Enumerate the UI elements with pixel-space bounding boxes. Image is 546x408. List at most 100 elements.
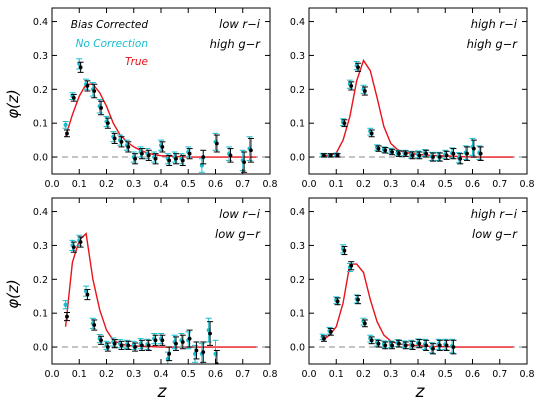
x-tick-label: 0.3 [383, 179, 398, 190]
legend-no-correction: No Correction [76, 38, 148, 50]
y-tick-label: 0.0 [290, 153, 305, 164]
bias-corrected-point [140, 343, 144, 348]
panel-1: 0.0 0.1 0.2 0.3 0.4 0.5 0.6 0.7 0.8 0.0 0.1 0.2 0.3 0… [33, 7, 278, 190]
bias-corrected-point [458, 156, 463, 161]
y-tick-label: 0.1 [290, 309, 305, 320]
bias-corrected-point [410, 153, 415, 158]
x-tick-label: 0.1 [72, 179, 87, 190]
bias-corrected-point [322, 153, 326, 158]
y-tick-label: 0.3 [290, 51, 305, 62]
bias-corrected-point [444, 343, 449, 348]
x-tick-label: 0.2 [356, 369, 371, 380]
bias-corrected-point [167, 158, 172, 163]
true-curve [322, 263, 514, 348]
panel-label-line1: low r−i [219, 17, 261, 31]
x-tick-label: 0.2 [99, 179, 114, 190]
bias-corrected-point [242, 160, 247, 165]
bias-corrected-point [208, 331, 212, 336]
bias-corrected-point [322, 336, 326, 341]
y-tick-label: 0.3 [290, 241, 305, 252]
bias-corrected-point [133, 345, 138, 349]
bias-corrected-point [99, 106, 103, 110]
bias-corrected-point [153, 156, 158, 161]
bias-corrected-point [349, 84, 354, 88]
no-correction-point [199, 163, 204, 168]
panel-label-line1: high r−i [471, 207, 518, 221]
x-tick-label: 0.4 [410, 179, 425, 190]
bias-corrected-point [174, 156, 178, 161]
y-tick-label: 0.4 [33, 207, 48, 218]
bias-corrected-point [119, 343, 124, 348]
panel-4: 0.0 0.1 0.2 0.3 0.4 0.5 0.6 0.7 0.8 0.0 0.1 0.2 0.3 0… [290, 197, 535, 380]
bias-corrected-point [403, 151, 408, 156]
bias-corrected-point [71, 245, 76, 250]
x-tick-label: 0.7 [492, 179, 507, 190]
bias-corrected-point [126, 343, 131, 348]
x-tick-label: 0.2 [99, 369, 114, 380]
bias-corrected-point [437, 343, 442, 348]
bias-corrected-point [133, 156, 138, 161]
x-tick-label: 0.3 [126, 369, 141, 380]
bias-corrected-point [356, 65, 360, 70]
x-tick-label: 0.5 [181, 179, 196, 190]
bias-corrected-point [180, 340, 185, 344]
x-tick-label: 0.0 [301, 179, 316, 190]
panel-label-line2: low g−r [472, 227, 518, 241]
bias-corrected-point [112, 341, 117, 346]
x-axis-label-left: z [157, 382, 168, 402]
x-tick-label: 0.1 [329, 369, 344, 380]
true-curve [322, 58, 514, 158]
bias-corrected-point [437, 155, 442, 159]
x-tick-label: 0.3 [126, 179, 141, 190]
bias-corrected-point [99, 338, 103, 343]
y-tick-label: 0.0 [33, 153, 48, 164]
y-tick-label: 0.2 [290, 275, 305, 286]
x-tick-label: 0.4 [410, 369, 425, 380]
legend: Bias Corrected No Correction True [71, 19, 149, 68]
bias-corrected-point [349, 263, 354, 268]
true-curve [64, 232, 257, 348]
x-tick-label: 0.8 [519, 179, 534, 190]
y-tick-label: 0.1 [33, 119, 48, 130]
x-tick-label: 0.7 [235, 369, 250, 380]
x-tick-label: 0.1 [72, 369, 87, 380]
bias-corrected-point [187, 151, 192, 156]
bias-corrected-point [328, 329, 333, 334]
bias-corrected-point [249, 148, 253, 153]
panel-2: 0.0 0.1 0.2 0.3 0.4 0.5 0.6 0.7 0.8 0.0 0.1 0.2 0.3 0… [290, 7, 535, 190]
x-tick-label: 0.6 [208, 179, 223, 190]
bias-corrected-point [465, 151, 469, 156]
bias-corrected-point [180, 158, 185, 163]
x-tick-label: 0.5 [438, 179, 453, 190]
bias-corrected-point [335, 299, 340, 304]
bias-corrected-point [146, 153, 151, 158]
bias-corrected-point [451, 345, 456, 349]
y-tick-label: 0.3 [33, 51, 48, 62]
x-tick-label: 0.8 [262, 179, 277, 190]
bias-corrected-point [431, 155, 435, 159]
y-tick-label: 0.4 [33, 17, 48, 28]
bias-corrected-point [65, 314, 69, 319]
bias-corrected-point [410, 343, 415, 348]
panel-label-line2: high g−r [210, 37, 262, 51]
bias-corrected-point [397, 151, 401, 156]
x-tick-label: 0.4 [153, 179, 168, 190]
bias-corrected-point [471, 146, 476, 151]
bias-corrected-point [105, 121, 110, 126]
x-tick-label: 0.5 [438, 369, 453, 380]
bias-corrected-point [71, 95, 76, 100]
bias-corrected-point [478, 151, 483, 156]
plot-area [319, 58, 514, 165]
x-tick-label: 0.5 [181, 369, 196, 380]
y-tick-label: 0.1 [290, 119, 305, 130]
bias-corrected-point [417, 341, 422, 346]
panel-label-line1: low r−i [219, 207, 261, 221]
bias-corrected-point [369, 131, 374, 136]
true-curve [64, 83, 257, 158]
bias-corrected-point [201, 155, 206, 159]
panel-label-line1: high r−i [471, 17, 518, 31]
x-tick-label: 0.0 [301, 369, 316, 380]
bias-corrected-point [424, 343, 429, 348]
y-tick-label: 0.2 [33, 85, 48, 96]
